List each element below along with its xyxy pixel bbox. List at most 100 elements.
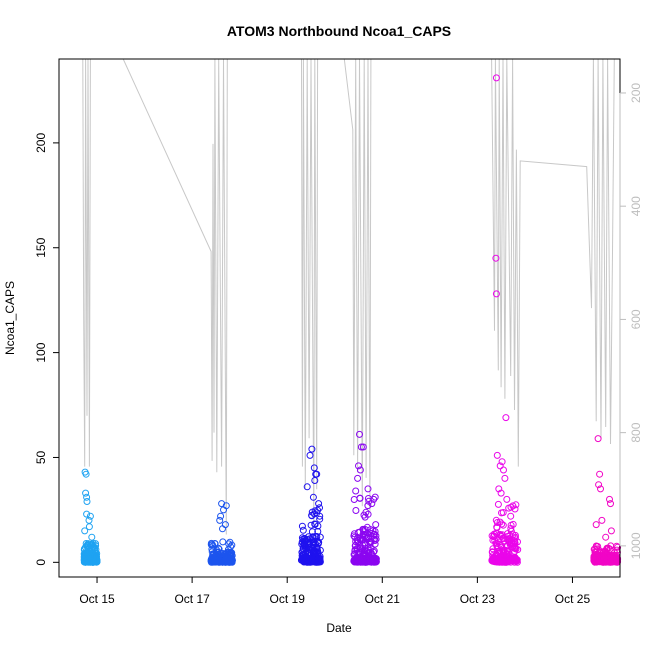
data-point [309, 493, 317, 501]
data-point [493, 451, 501, 459]
data-point [362, 508, 370, 516]
data-point [354, 529, 362, 536]
data-point [495, 548, 503, 556]
data-point [351, 557, 359, 565]
data-point [497, 542, 505, 550]
data-point [314, 549, 322, 557]
data-point [371, 555, 379, 563]
data-point [228, 549, 236, 557]
data-point [81, 550, 89, 558]
series-1 [80, 468, 101, 566]
data-point [82, 470, 90, 478]
data-point [316, 533, 324, 541]
data-point [223, 558, 230, 566]
data-point [364, 495, 372, 502]
data-point [82, 489, 90, 497]
data-point [364, 502, 372, 510]
data-point [87, 541, 95, 549]
data-point [83, 498, 91, 505]
data-point [357, 443, 365, 451]
data-point [308, 445, 316, 453]
data-point [598, 557, 606, 565]
y-tick-label: 50 [34, 450, 48, 464]
data-point [362, 557, 370, 565]
data-point [310, 541, 317, 549]
data-point [496, 557, 504, 565]
data-point [91, 546, 99, 554]
data-point [306, 451, 314, 459]
data-point [507, 554, 515, 562]
data-point [361, 546, 369, 554]
depth-line [82, 58, 615, 535]
data-point [354, 474, 362, 482]
data-point [371, 540, 379, 548]
x-axis-label: Date [326, 621, 352, 635]
data-point [353, 546, 361, 553]
data-point [595, 481, 603, 489]
data-point [80, 557, 88, 565]
data-point [592, 521, 600, 529]
data-point [207, 541, 215, 549]
data-point [509, 520, 517, 528]
data-point [303, 547, 311, 555]
x-tick-label: Oct 25 [555, 592, 591, 606]
data-point [494, 500, 502, 508]
chart-title: ATOM3 Northbound Ncoa1_CAPS [227, 23, 451, 39]
x-tick-label: Oct 21 [365, 592, 401, 606]
data-point [512, 501, 520, 509]
data-point [220, 506, 227, 514]
y2-tick-label: 200 [629, 83, 643, 103]
data-point [211, 540, 219, 547]
data-point [511, 544, 519, 552]
data-point [495, 556, 503, 564]
data-point [496, 549, 504, 557]
data-point [219, 525, 226, 533]
data-point [310, 510, 318, 518]
data-point [607, 500, 614, 508]
y2-tick-label: 400 [629, 196, 643, 216]
data-point [506, 540, 514, 548]
data-point [307, 546, 315, 554]
data-point [307, 521, 315, 529]
data-point [601, 547, 609, 555]
data-point [497, 489, 505, 497]
data-point [315, 556, 323, 564]
data-point [89, 539, 97, 547]
data-point [207, 557, 215, 565]
series-4 [350, 430, 380, 566]
data-point [593, 555, 601, 563]
data-point [83, 510, 91, 518]
data-point [311, 477, 319, 484]
data-point [310, 537, 318, 545]
data-point [298, 522, 306, 530]
data-point [83, 493, 91, 501]
data-point [372, 521, 380, 529]
data-point [489, 545, 497, 553]
y2-tick-label: 800 [629, 422, 643, 442]
data-point [316, 504, 323, 512]
data-point [606, 545, 614, 553]
data-point [492, 74, 500, 82]
data-point [351, 555, 359, 562]
data-point [501, 474, 509, 482]
data-point [492, 290, 500, 298]
data-point [85, 523, 93, 531]
data-point [356, 430, 363, 438]
x-axis: Oct 15 Oct 17 Oct 19 Oct 21 Oct 23 Oct 25 [79, 576, 591, 606]
data-point [81, 527, 89, 535]
data-point [509, 531, 517, 539]
data-point [590, 545, 598, 553]
data-point [594, 435, 602, 443]
depth-line-layer [82, 58, 615, 535]
x-tick-label: Oct 23 [460, 592, 496, 606]
data-point [507, 512, 515, 520]
data-point [309, 533, 317, 541]
data-point [505, 504, 513, 512]
data-point [370, 495, 378, 503]
data-point [368, 500, 376, 508]
data-point [351, 547, 359, 555]
data-point [507, 527, 515, 535]
series-2 [207, 500, 236, 566]
data-point [216, 516, 224, 524]
